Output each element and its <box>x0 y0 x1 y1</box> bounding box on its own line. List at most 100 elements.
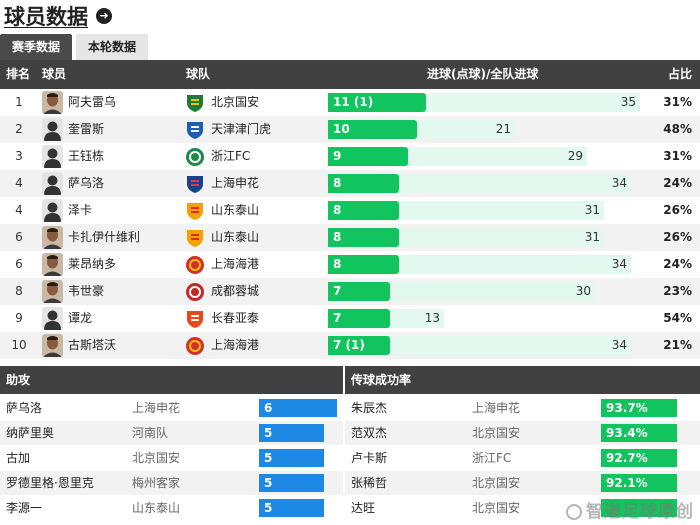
team-goals-total: 31 <box>584 230 600 244</box>
table-row[interactable]: 9 谭龙 长春亚泰 7 13 54% <box>0 305 700 332</box>
team-goals-total: 35 <box>620 95 636 109</box>
pass-team-name: 上海申花 <box>472 401 521 415</box>
pass-row[interactable]: 朱辰杰 上海申花 93.7% <box>345 396 700 420</box>
taishan-logo <box>185 201 205 221</box>
player-avatar <box>42 334 63 357</box>
player-name[interactable]: 泽卡 <box>68 203 93 217</box>
team-goals-total: 21 <box>495 122 511 136</box>
pass-team-name: 北京国安 <box>472 476 521 490</box>
pass-player-name[interactable]: 达旺 <box>351 501 376 515</box>
taishan-logo <box>185 228 205 248</box>
pass-row[interactable]: 卢卡斯 浙江FC 92.7% <box>345 446 700 470</box>
pass-row[interactable]: 达旺 北京国安 <box>345 496 700 520</box>
team-name[interactable]: 浙江FC <box>211 149 251 163</box>
player-goals-bar: 11 (1) <box>328 93 426 112</box>
player-goals-bar: 10 <box>328 120 417 139</box>
assist-team-name: 上海申花 <box>132 401 181 415</box>
rank-value: 9 <box>15 311 23 325</box>
team-name[interactable]: 上海海港 <box>211 338 260 352</box>
assist-player-name[interactable]: 李源一 <box>6 501 43 515</box>
rank-value: 6 <box>15 257 23 271</box>
shenhua-logo <box>185 174 205 194</box>
assist-player-name[interactable]: 纳萨里奥 <box>6 426 55 440</box>
team-goals-bar: 8 31 <box>328 228 604 247</box>
player-name[interactable]: 阿夫雷乌 <box>68 95 117 109</box>
assist-row[interactable]: 古加 北京国安 5 <box>0 446 343 470</box>
team-name[interactable]: 上海海港 <box>211 257 260 271</box>
table-header: 排名 球员 球队 进球(点球)/全队进球 占比 <box>0 60 700 89</box>
arrow-right-icon[interactable]: ➜ <box>96 8 112 24</box>
tab-season-stats[interactable]: 赛季数据 <box>0 34 73 60</box>
player-name[interactable]: 谭龙 <box>68 311 93 325</box>
team-name[interactable]: 山东泰山 <box>211 230 260 244</box>
page-title[interactable]: 球员数据 <box>4 5 88 29</box>
rank-value: 4 <box>15 176 23 190</box>
player-name[interactable]: 奎雷斯 <box>68 122 105 136</box>
team-name[interactable]: 天津津门虎 <box>211 122 272 136</box>
pass-team-name: 北京国安 <box>472 426 521 440</box>
assist-row[interactable]: 罗德里格·恩里克 梅州客家 5 <box>0 471 343 495</box>
team-goals-bar: 8 34 <box>328 174 631 193</box>
player-name[interactable]: 王钰栋 <box>68 149 105 163</box>
player-avatar <box>42 145 63 168</box>
weibo-icon <box>566 504 582 520</box>
team-name[interactable]: 山东泰山 <box>211 203 260 217</box>
table-row[interactable]: 10 古斯塔沃 上海海港 7 (1) 34 21% <box>0 332 700 359</box>
assist-row[interactable]: 纳萨里奥 河南队 5 <box>0 421 343 445</box>
team-goals-total: 34 <box>611 338 627 352</box>
table-row[interactable]: 4 萨乌洛 上海申花 8 34 24% <box>0 170 700 197</box>
team-name[interactable]: 上海申花 <box>211 176 260 190</box>
team-name[interactable]: 成都蓉城 <box>211 284 260 298</box>
table-row[interactable]: 6 莱昂纳多 上海海港 8 34 24% <box>0 251 700 278</box>
tianjin-logo <box>185 120 205 140</box>
assist-row[interactable]: 萨乌洛 上海申花 6 <box>0 396 343 420</box>
rank-value: 10 <box>11 338 27 352</box>
pass-player-name[interactable]: 卢卡斯 <box>351 451 388 465</box>
pass-player-name[interactable]: 朱辰杰 <box>351 401 388 415</box>
player-avatar <box>42 172 63 195</box>
team-name[interactable]: 北京国安 <box>211 95 260 109</box>
assist-row[interactable]: 李源一 山东泰山 5 <box>0 496 343 520</box>
pass-rate-bar: 92.1% <box>601 474 677 492</box>
header-ratio: 占比 <box>667 67 692 81</box>
pass-row[interactable]: 张稀哲 北京国安 92.1% <box>345 471 700 495</box>
player-name[interactable]: 古斯塔沃 <box>68 338 117 352</box>
player-name[interactable]: 卡扎伊什维利 <box>68 230 141 244</box>
table-row[interactable]: 3 王钰栋 浙江FC 9 29 31% <box>0 143 700 170</box>
player-name[interactable]: 莱昂纳多 <box>68 257 117 271</box>
assist-value-bar: 5 <box>259 474 324 492</box>
player-name[interactable]: 韦世豪 <box>68 284 105 298</box>
haigang-logo <box>185 336 205 356</box>
team-goals-bar: 8 31 <box>328 201 604 220</box>
team-goals-bar: 8 34 <box>328 255 631 274</box>
assist-player-name[interactable]: 罗德里格·恩里克 <box>6 476 94 490</box>
player-avatar <box>42 118 63 141</box>
pass-player-name[interactable]: 张稀哲 <box>351 476 388 490</box>
team-goals-total: 13 <box>424 311 440 325</box>
goal-ratio: 31% <box>663 95 692 109</box>
pass-rate-bar: 92.7% <box>601 449 677 467</box>
table-row[interactable]: 6 卡扎伊什维利 山东泰山 8 31 26% <box>0 224 700 251</box>
goal-ratio: 54% <box>663 311 692 325</box>
header-goals: 进球(点球)/全队进球 <box>427 67 539 81</box>
table-row[interactable]: 8 韦世豪 成都蓉城 7 30 23% <box>0 278 700 305</box>
header-rank: 排名 <box>6 67 31 81</box>
rank-value: 8 <box>15 284 23 298</box>
team-goals-bar: 9 29 <box>328 147 587 166</box>
assist-player-name[interactable]: 萨乌洛 <box>6 401 43 415</box>
team-name[interactable]: 长春亚泰 <box>211 311 260 325</box>
table-row[interactable]: 1 阿夫雷乌 北京国安 11 (1) 35 31% <box>0 89 700 116</box>
watermark: 智道足球原创 <box>566 497 694 522</box>
pass-team-name: 北京国安 <box>472 501 521 515</box>
player-avatar <box>42 307 63 330</box>
table-row[interactable]: 2 奎雷斯 天津津门虎 10 21 48% <box>0 116 700 143</box>
player-name[interactable]: 萨乌洛 <box>68 176 105 190</box>
rank-value: 4 <box>15 203 23 217</box>
assist-team-name: 北京国安 <box>132 451 181 465</box>
assist-player-name[interactable]: 古加 <box>6 451 31 465</box>
pass-player-name[interactable]: 范双杰 <box>351 426 388 440</box>
table-row[interactable]: 4 泽卡 山东泰山 8 31 26% <box>0 197 700 224</box>
pass-row[interactable]: 范双杰 北京国安 93.4% <box>345 421 700 445</box>
chengdu-logo <box>185 282 205 302</box>
tab-round-stats[interactable]: 本轮数据 <box>76 34 149 60</box>
